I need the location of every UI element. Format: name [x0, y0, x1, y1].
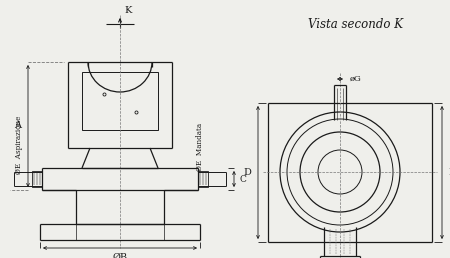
Text: D: D	[243, 168, 251, 177]
Text: øG: øG	[350, 75, 362, 83]
Text: F: F	[448, 168, 450, 177]
Text: Vista secondo K: Vista secondo K	[307, 18, 402, 31]
Bar	[32, 171, 42, 187]
Text: C: C	[239, 174, 246, 183]
Text: K: K	[124, 6, 131, 15]
Bar	[82, 72, 158, 130]
Text: ØE  Aspirazione: ØE Aspirazione	[15, 116, 23, 174]
Text: ØB: ØB	[112, 253, 127, 258]
Text: ØE  Mandata: ØE Mandata	[196, 123, 204, 171]
Bar	[198, 171, 208, 187]
Text: A: A	[14, 122, 21, 131]
